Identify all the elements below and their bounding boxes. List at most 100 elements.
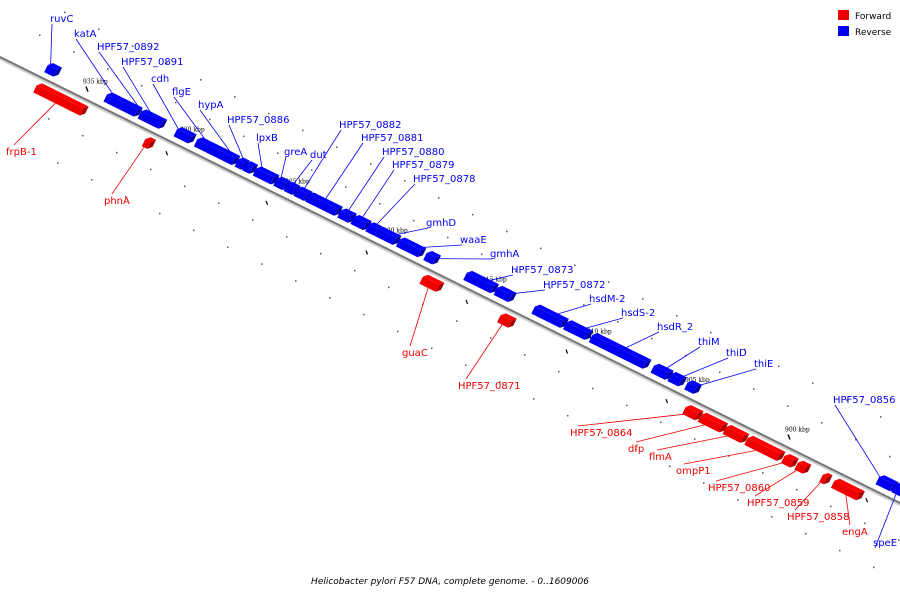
track-dot xyxy=(855,438,857,441)
gene-label[interactable]: greA xyxy=(284,147,307,158)
gene-label[interactable]: HPF57_0891 xyxy=(121,57,183,68)
gene-label[interactable]: HPF57_0871 xyxy=(458,381,520,392)
track-dot xyxy=(642,298,644,300)
gene-top-face xyxy=(422,274,445,285)
gene-label[interactable]: dut xyxy=(310,150,327,161)
gene-label[interactable]: HPF57_0858 xyxy=(787,512,849,523)
gene-top-face xyxy=(500,313,517,321)
gene-side-face xyxy=(348,213,357,223)
gene-label[interactable]: hypA xyxy=(198,100,224,111)
leader-line xyxy=(575,317,624,332)
leader-line xyxy=(173,96,215,153)
gene-label[interactable]: engA xyxy=(842,527,868,538)
leader-line xyxy=(674,357,729,381)
gene-label[interactable]: lpxB xyxy=(256,133,278,144)
gene-top-face xyxy=(276,176,292,183)
gene-label[interactable]: HPF57_0879 xyxy=(392,160,454,171)
track-dot xyxy=(320,252,322,255)
gene-top-face xyxy=(566,320,594,333)
track-dot xyxy=(431,347,433,350)
gene-label[interactable]: phnA xyxy=(104,196,130,207)
gene-label[interactable]: HPF57_0892 xyxy=(97,42,159,53)
gene-label[interactable]: HPF57_0873 xyxy=(511,265,573,276)
gene-gmhA[interactable] xyxy=(423,249,442,266)
gene-label[interactable]: HPF57_0859 xyxy=(747,498,809,509)
gene-label[interactable]: frpB-1 xyxy=(6,147,37,158)
gene-engA[interactable] xyxy=(830,477,865,502)
gene-label[interactable]: hsdS-2 xyxy=(621,308,655,319)
gene-label[interactable]: HPF57_0872 xyxy=(543,280,605,291)
gene-label[interactable]: cdh xyxy=(151,74,169,85)
gene-label[interactable]: ompP1 xyxy=(676,466,711,477)
leader-line xyxy=(656,434,734,451)
track-dot xyxy=(184,185,186,188)
gene-label[interactable]: thiE xyxy=(754,359,773,370)
gene-label[interactable]: guaC xyxy=(402,348,428,359)
gene-label[interactable]: flmA xyxy=(649,452,672,463)
track-dot xyxy=(796,488,798,491)
gene-phnA[interactable] xyxy=(141,135,157,150)
track-dot xyxy=(873,566,875,569)
track-dot xyxy=(626,404,628,407)
gene-side-face xyxy=(270,175,280,185)
gene-top-face xyxy=(534,304,569,321)
gene-label[interactable]: HPF57_0880 xyxy=(382,147,444,158)
gene-label[interactable]: hsdM-2 xyxy=(589,294,626,305)
track-dot xyxy=(150,168,152,171)
gene-label[interactable]: HPF57_0864 xyxy=(570,428,632,439)
leader-line xyxy=(13,100,59,146)
gene-label[interactable]: gmhA xyxy=(490,249,519,260)
gene-label[interactable]: katA xyxy=(74,29,97,40)
track-dot xyxy=(336,146,338,148)
track-dot xyxy=(370,163,372,165)
gene-top-face xyxy=(879,475,899,485)
gene-label[interactable]: dfp xyxy=(628,444,644,455)
track-dot xyxy=(762,472,764,474)
gene-label[interactable]: ruvC xyxy=(50,14,73,25)
gene-label[interactable]: HPF57_0881 xyxy=(361,133,423,144)
track-dot xyxy=(608,281,610,283)
gene-label[interactable]: HPF57_0882 xyxy=(339,120,401,131)
gene-label[interactable]: hsdR_2 xyxy=(657,322,693,333)
leader-line xyxy=(409,284,430,347)
gene-top-face xyxy=(784,454,799,461)
minor-tick xyxy=(165,151,169,156)
track-dot xyxy=(98,28,100,31)
gene-ruvC[interactable] xyxy=(44,61,63,78)
gene-top-face xyxy=(654,363,674,373)
gene-label[interactable]: speE xyxy=(873,538,897,549)
gene-labels: ruvCkatAHPF57_0892HPF57_0891cdhflgEhypAH… xyxy=(6,14,897,549)
track-dot xyxy=(39,34,41,36)
track-dot xyxy=(227,246,229,248)
leader-line xyxy=(794,479,824,511)
gene-top-face xyxy=(177,127,197,137)
gene-label[interactable]: HPF57_0856 xyxy=(833,395,895,406)
gene-label[interactable]: gmhD xyxy=(426,218,456,229)
track-dot xyxy=(277,152,279,154)
gene-label[interactable]: thiD xyxy=(726,348,747,359)
gene-top-face xyxy=(36,83,89,109)
track-dot xyxy=(82,135,84,137)
gene-label[interactable]: thiM xyxy=(698,337,720,348)
leader-line xyxy=(228,124,248,169)
gene-side-face xyxy=(53,67,63,77)
gene-label[interactable]: waaE xyxy=(460,235,487,246)
gene-label[interactable]: flgE xyxy=(172,87,191,98)
gene-side-face xyxy=(435,282,445,292)
gene-top-face xyxy=(287,181,301,188)
gene-top-face xyxy=(197,137,241,158)
track-dot xyxy=(549,287,551,289)
track-dot xyxy=(710,331,712,334)
gene-HPF57_0858[interactable] xyxy=(819,471,833,486)
tick-label: 930 kbp xyxy=(180,127,205,134)
track-dot xyxy=(771,516,773,518)
gene-features xyxy=(33,61,900,502)
gene-label[interactable]: HPF57_0886 xyxy=(227,115,289,126)
gene-label[interactable]: HPF57_0878 xyxy=(413,174,475,185)
track-dot xyxy=(694,438,696,440)
gene-top-face xyxy=(47,63,63,70)
gene-label[interactable]: HPF57_0860 xyxy=(708,483,770,494)
gene-flgE[interactable] xyxy=(193,136,241,167)
leader-line xyxy=(502,289,546,296)
track-dot xyxy=(660,421,662,423)
